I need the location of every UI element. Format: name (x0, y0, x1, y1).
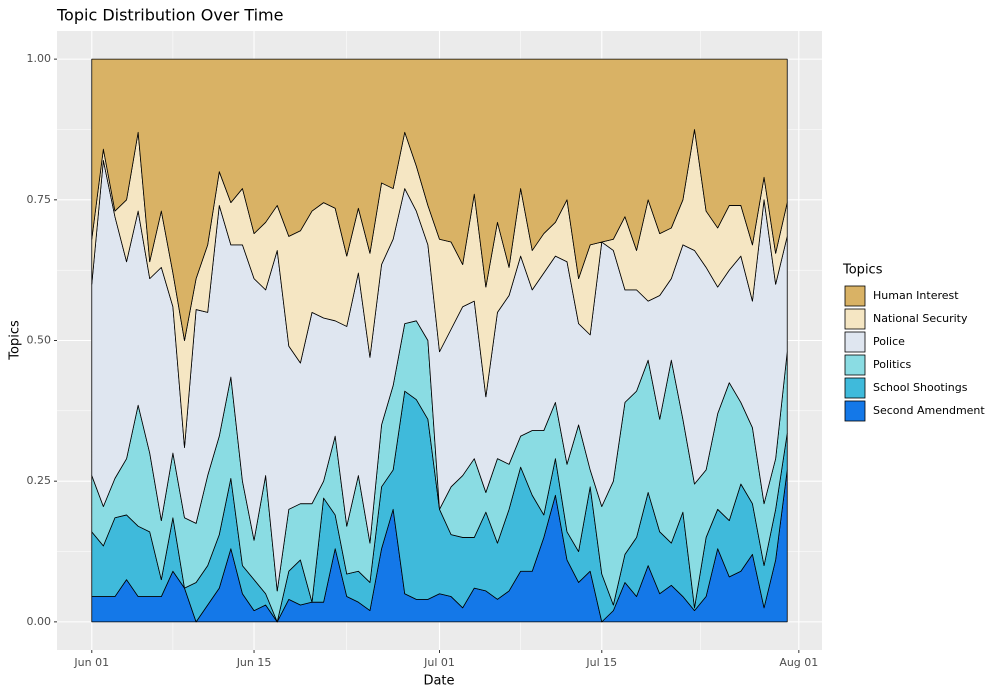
x-axis-title: Date (423, 674, 454, 689)
legend-label: Second Amendment (873, 404, 985, 417)
legend-title: Topics (842, 263, 883, 278)
legend-label: National Security (873, 312, 968, 325)
y-tick-label: 0.25 (27, 474, 52, 487)
legend-key (844, 377, 866, 399)
y-tick-label: 0.00 (27, 615, 52, 628)
legend-label: School Shootings (873, 381, 968, 394)
x-tick-label: Jun 01 (73, 656, 109, 669)
legend-label: Human Interest (873, 289, 959, 302)
legend-key (844, 308, 866, 330)
legend-key (844, 285, 866, 307)
x-tick-label: Jul 01 (423, 656, 455, 669)
legend-label: Politics (873, 358, 912, 371)
area (91, 58, 788, 341)
legend: Human Interest National Security Police Pol… (844, 285, 985, 422)
chart-title: Topic Distribution Over Time (56, 6, 283, 25)
x-tick-label: Jun 15 (236, 656, 272, 669)
areas (91, 58, 788, 623)
legend-key (844, 354, 866, 376)
legend-label: Police (873, 335, 905, 348)
y-tick-label: 0.75 (27, 193, 52, 206)
legend-key (844, 331, 866, 353)
axes: 0.00 0.25 0.50 0.75 1.00 Jun 01 Jun 15 Jul 01 Ju… (27, 52, 819, 669)
legend-key (844, 400, 866, 422)
y-tick-label: 0.50 (27, 334, 52, 347)
x-tick-label: Aug 01 (779, 656, 818, 669)
x-tick-label: Jul 15 (585, 656, 617, 669)
y-tick-label: 1.00 (27, 52, 52, 65)
y-axis-title: Topics (8, 320, 23, 361)
